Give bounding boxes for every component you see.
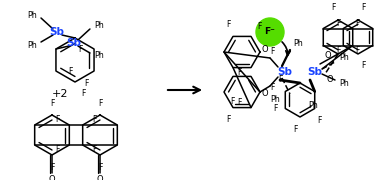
- Text: F: F: [361, 62, 365, 71]
- Text: O: O: [262, 89, 268, 98]
- Text: F: F: [336, 46, 341, 55]
- Text: F: F: [355, 19, 359, 28]
- Text: Ph: Ph: [94, 21, 104, 30]
- Text: F: F: [331, 3, 335, 12]
- Text: F: F: [257, 22, 261, 31]
- Text: F: F: [270, 82, 274, 91]
- Text: Ph: Ph: [27, 10, 37, 19]
- Text: Ph: Ph: [270, 96, 280, 105]
- Text: F: F: [293, 125, 297, 134]
- Text: Sb: Sb: [67, 38, 81, 48]
- Text: F: F: [98, 98, 102, 107]
- Text: F: F: [237, 68, 241, 77]
- Text: F: F: [93, 116, 97, 125]
- Text: Ph: Ph: [339, 53, 349, 62]
- Text: Sb: Sb: [50, 27, 65, 37]
- Text: F: F: [355, 46, 359, 55]
- Text: F: F: [226, 115, 230, 124]
- Text: Ph: Ph: [308, 100, 318, 109]
- Text: Sb: Sb: [277, 67, 293, 77]
- Text: F: F: [98, 163, 102, 172]
- Text: F: F: [81, 89, 85, 98]
- Text: F: F: [55, 145, 59, 154]
- Text: F: F: [84, 78, 88, 87]
- Text: O: O: [49, 174, 55, 180]
- Text: F: F: [50, 163, 54, 172]
- Text: F: F: [273, 104, 277, 113]
- Text: Ph: Ph: [339, 80, 349, 89]
- Text: F⁻: F⁻: [265, 26, 276, 35]
- Text: O: O: [325, 51, 331, 60]
- Text: O: O: [327, 75, 333, 84]
- Text: F: F: [55, 116, 59, 125]
- FancyArrowPatch shape: [282, 42, 290, 55]
- Circle shape: [256, 18, 284, 46]
- Text: F: F: [78, 44, 82, 53]
- Text: F: F: [230, 98, 234, 107]
- Text: O: O: [97, 174, 103, 180]
- Text: F: F: [336, 19, 341, 28]
- Text: F: F: [318, 116, 322, 125]
- Text: Sb: Sb: [307, 67, 322, 77]
- Text: F: F: [68, 66, 72, 75]
- Text: F: F: [361, 3, 365, 12]
- Text: F: F: [93, 145, 97, 154]
- Text: Ph: Ph: [94, 51, 104, 60]
- Text: F: F: [226, 20, 230, 29]
- Text: F: F: [270, 48, 274, 57]
- Text: +2: +2: [52, 89, 68, 99]
- Text: F: F: [237, 98, 241, 107]
- Text: O: O: [262, 46, 268, 55]
- Text: Ph: Ph: [293, 39, 303, 48]
- Text: F: F: [50, 98, 54, 107]
- Text: F: F: [278, 75, 282, 84]
- Text: Ph: Ph: [27, 40, 37, 50]
